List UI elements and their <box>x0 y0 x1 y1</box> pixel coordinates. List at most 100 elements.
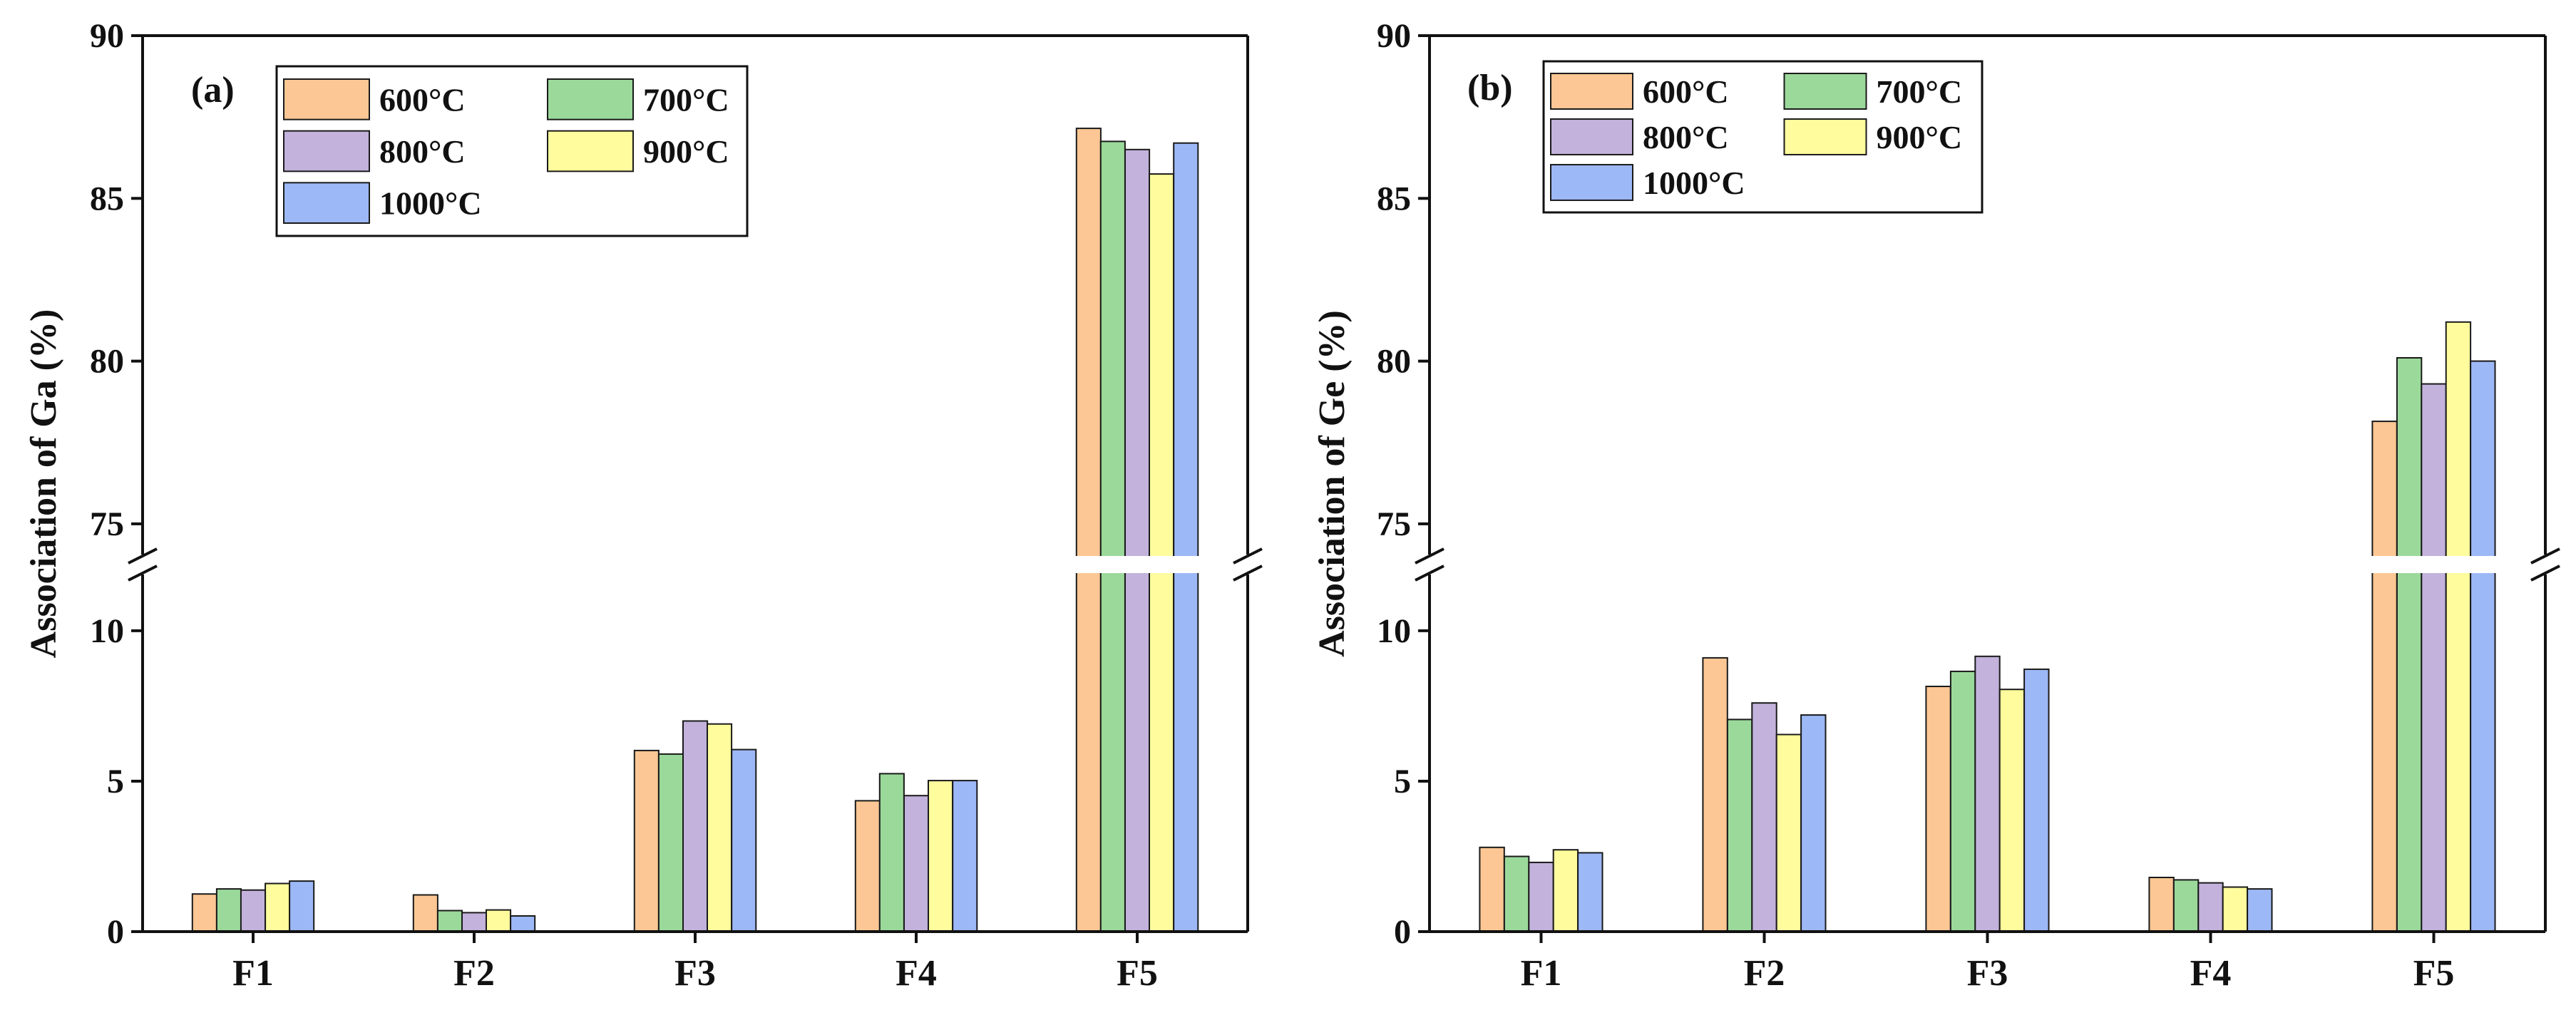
bar-f5-series-3 <box>2421 383 2447 932</box>
y-ticks: 0 5 10 75 80 85 90 <box>90 17 143 951</box>
bar-f5-series-2 <box>1099 140 1126 932</box>
legend-swatch-series-1 <box>1550 73 1633 110</box>
bar-f5-series-5 <box>2470 360 2496 933</box>
x-tick-label-f4: F4 <box>2190 953 2232 994</box>
break-mark-right-upper <box>2530 547 2560 565</box>
break-mark-left-upper <box>128 547 158 565</box>
y-ticks: 0 5 10 75 80 85 90 <box>1377 17 1430 951</box>
x-tick-label-f5: F5 <box>2413 953 2455 994</box>
legend-swatch-series-3 <box>283 130 370 172</box>
bar-f3-series-5 <box>731 748 757 932</box>
chart-panel-b: 0 5 10 75 80 85 90 F1 F2 F3 F4 F5 Association of Ge … <box>1312 17 2560 994</box>
x-tick-label-f1: F1 <box>1521 953 1562 994</box>
bar-f2-series-3 <box>1751 702 1777 932</box>
y-tick-label: 85 <box>1377 180 1411 217</box>
axis-frame <box>141 34 1249 933</box>
x-tick-label-f2: F2 <box>453 953 495 994</box>
bar-f3-series-1 <box>1925 686 1951 932</box>
legend-label-series-2: 700°C <box>1877 73 1963 110</box>
bar-f5-series-3 <box>1124 148 1151 932</box>
bar-f5-series-5 <box>1173 142 1199 933</box>
x-tick-label-f1: F1 <box>232 953 274 994</box>
bar-f1-series-3 <box>240 889 266 932</box>
bar-f5-series-4 <box>2445 321 2472 932</box>
bar-f4-series-2 <box>2172 879 2200 933</box>
bar-f5-series-1 <box>2371 421 2398 932</box>
bar-f3-series-2 <box>657 753 684 933</box>
bar-f4-series-2 <box>878 773 905 933</box>
bar-f4-series-5 <box>2247 888 2273 932</box>
legend-swatch-series-4 <box>1783 118 1867 155</box>
bar-f4-series-5 <box>952 780 978 932</box>
legend-swatch-series-2 <box>547 78 634 120</box>
bar-f2-series-5 <box>1800 714 1827 932</box>
y-tick-label: 10 <box>1377 612 1411 650</box>
y-axis-title: Association of Ge (%) <box>1312 310 1353 657</box>
break-mark-right-lower <box>2530 565 2560 582</box>
legend: 600°C 700°C 800°C 900°C 1000°C <box>1542 60 1984 214</box>
bar-f1-series-2 <box>1503 855 1530 932</box>
bar-f4-series-4 <box>928 780 954 932</box>
legend-swatch-series-5 <box>283 182 370 225</box>
y-tick-label: 0 <box>107 913 124 951</box>
axis-break-marks <box>1415 547 2560 582</box>
y-tick-label: 5 <box>1394 763 1411 800</box>
bar-f2-series-4 <box>486 909 512 932</box>
legend-swatch-series-4 <box>547 130 634 172</box>
bar-f5-series-1 <box>1075 128 1102 933</box>
legend-label-series-4: 900°C <box>643 133 729 170</box>
legend-label-series-5: 1000°C <box>379 185 482 222</box>
bar-f3-series-4 <box>707 723 733 932</box>
y-tick-label: 80 <box>1377 343 1411 381</box>
y-tick-label: 10 <box>90 612 124 650</box>
legend-swatch-series-3 <box>1550 118 1633 155</box>
x-tick-label-f3: F3 <box>1967 953 2008 994</box>
break-mark-right-lower <box>1233 565 1263 582</box>
bar-f1-series-5 <box>1577 852 1603 933</box>
legend-label-series-5: 1000°C <box>1643 165 1745 201</box>
bar-f4-series-3 <box>903 795 930 932</box>
bar-f2-series-3 <box>461 912 488 933</box>
bar-f1-series-2 <box>215 888 242 932</box>
x-ticks: F1 F2 F3 F4 F5 <box>1521 932 2455 994</box>
x-tick-label-f5: F5 <box>1117 953 1158 994</box>
legend-label-series-4: 900°C <box>1877 119 1963 155</box>
break-mark-right-upper <box>1233 547 1263 565</box>
bar-f3-series-1 <box>633 749 660 933</box>
bar-f2-series-5 <box>510 915 536 932</box>
bar-f2-series-1 <box>412 894 438 932</box>
bar-f1-series-4 <box>265 882 291 932</box>
bar-f4-series-4 <box>2222 886 2249 932</box>
legend-label-series-3: 800°C <box>379 133 466 170</box>
axis-break-band <box>1422 556 2552 573</box>
legend-label-series-2: 700°C <box>643 81 729 118</box>
bar-f1-series-1 <box>191 893 217 932</box>
bar-f2-series-2 <box>1726 718 1753 933</box>
bars-group <box>1479 321 2496 933</box>
bar-f2-series-2 <box>436 910 463 932</box>
legend: 600°C 700°C 800°C 900°C 1000°C <box>275 65 749 237</box>
y-tick-label: 80 <box>90 343 124 381</box>
legend-swatch-series-1 <box>283 78 370 120</box>
x-tick-label-f2: F2 <box>1744 953 1785 994</box>
bar-f4-series-1 <box>2148 877 2175 932</box>
bar-f3-series-4 <box>1998 689 2026 932</box>
legend-swatch-series-2 <box>1783 73 1867 110</box>
legend-label-series-1: 600°C <box>1643 73 1729 110</box>
break-mark-left-lower <box>128 565 158 582</box>
x-tick-label-f3: F3 <box>674 953 716 994</box>
y-tick-label: 90 <box>90 17 124 55</box>
legend-label-series-3: 800°C <box>1643 119 1729 155</box>
legend-swatch-series-5 <box>1550 164 1633 201</box>
break-mark-left-lower <box>1415 565 1444 582</box>
bar-f3-series-3 <box>682 720 709 932</box>
bar-f3-series-3 <box>1974 655 2001 933</box>
y-tick-label: 0 <box>1394 913 1411 951</box>
x-tick-label-f4: F4 <box>896 953 937 994</box>
panel-label: (a) <box>191 70 235 110</box>
break-mark-left-upper <box>1415 547 1444 565</box>
bar-f1-series-3 <box>1528 861 1554 933</box>
bar-f3-series-2 <box>1949 670 1976 933</box>
legend-label-series-1: 600°C <box>379 81 466 118</box>
